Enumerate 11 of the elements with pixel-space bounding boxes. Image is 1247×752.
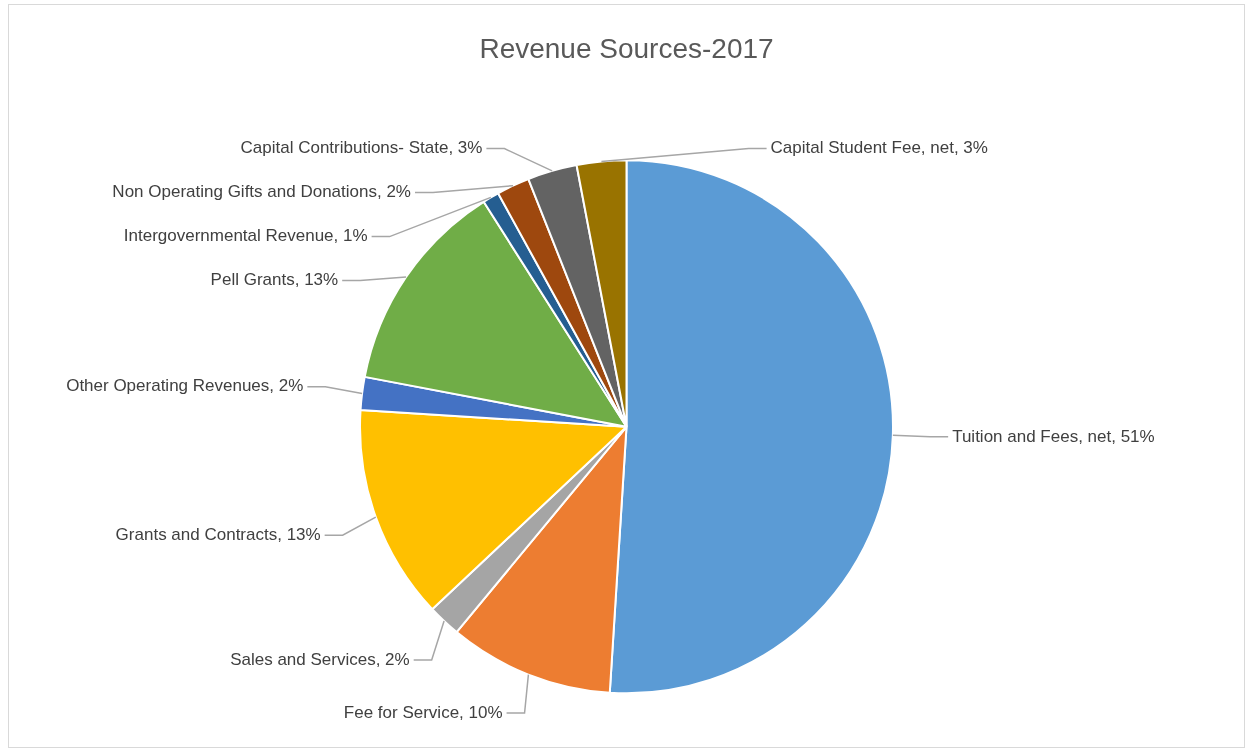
- slice-label: Pell Grants, 13%: [210, 270, 339, 290]
- slice-label: Tuition and Fees, net, 51%: [952, 426, 1155, 446]
- slice-label: Sales and Services, 2%: [230, 649, 410, 669]
- slice-label: Fee for Service, 10%: [343, 702, 503, 722]
- slice-label: Non Operating Gifts and Donations, 2%: [112, 182, 411, 202]
- slice-label: Capital Student Fee, net, 3%: [770, 138, 988, 158]
- slice-label: Grants and Contracts, 13%: [115, 524, 321, 544]
- chart-title: Revenue Sources-2017: [479, 32, 774, 64]
- slice-label: Intergovernmental Revenue, 1%: [123, 226, 368, 246]
- slice-label: Other Operating Revenues, 2%: [66, 376, 304, 396]
- slice-label: Capital Contributions- State, 3%: [240, 138, 483, 158]
